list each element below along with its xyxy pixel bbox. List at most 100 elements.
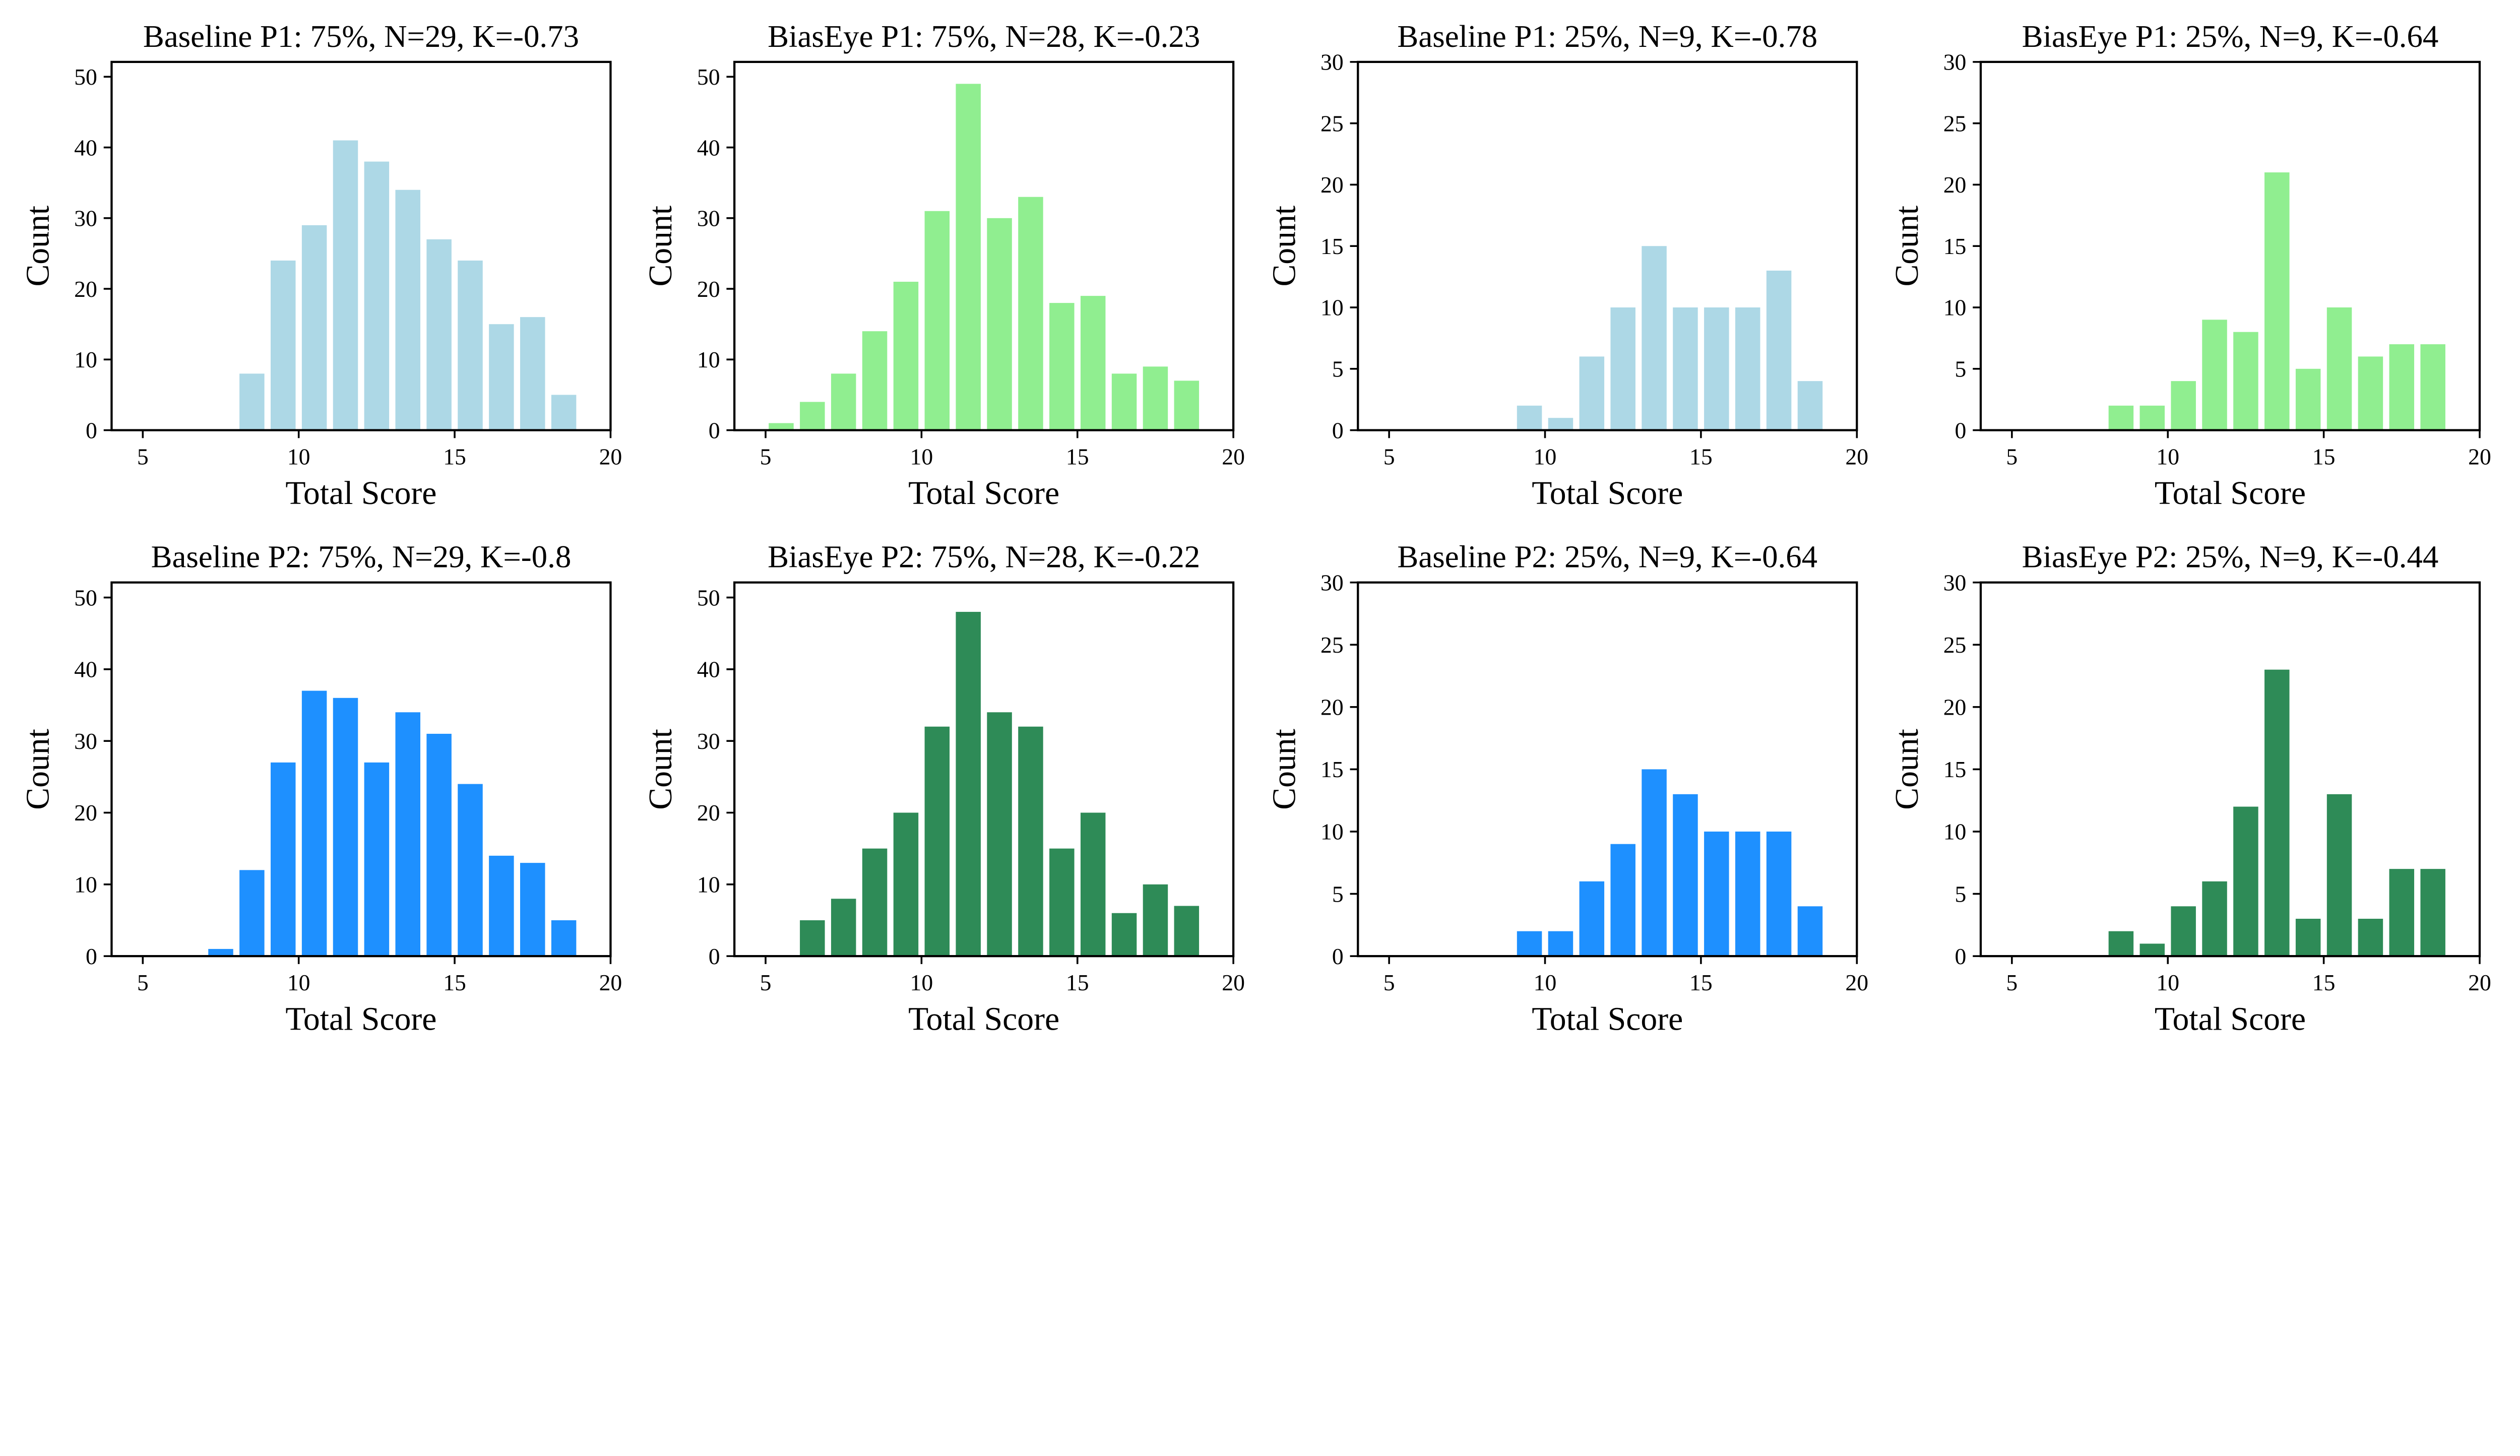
- panel-title: Baseline P2: 75%, N=29, K=-0.8: [151, 539, 572, 575]
- x-tick-label: 5: [760, 444, 772, 469]
- histogram-bar: [862, 331, 888, 430]
- histogram-bar: [1766, 270, 1792, 430]
- y-tick-label: 50: [697, 585, 720, 610]
- axes-frame: [1357, 581, 1858, 958]
- y-tick-label: 40: [697, 135, 720, 160]
- y-axis-label: Count: [19, 206, 56, 287]
- x-tick-label: 5: [760, 970, 772, 995]
- histogram-bar: [2139, 943, 2165, 957]
- histogram-bar: [1797, 381, 1823, 430]
- histogram-bar: [1174, 906, 1200, 957]
- histogram-bar: [2326, 307, 2352, 430]
- y-tick-label: 25: [1320, 632, 1344, 658]
- x-tick-label: 20: [2468, 970, 2491, 995]
- y-tick-label: 25: [1943, 632, 1967, 658]
- x-tick-label: 15: [443, 444, 466, 469]
- y-tick-label: 15: [1943, 756, 1967, 782]
- x-tick-label: 10: [287, 970, 310, 995]
- histogram-bar: [769, 423, 794, 430]
- histogram-bar: [1143, 366, 1168, 430]
- y-axis-label: Count: [19, 729, 56, 810]
- y-tick-label: 0: [1332, 417, 1344, 443]
- y-tick-label: 15: [1943, 233, 1967, 259]
- histogram-bar: [924, 726, 950, 957]
- x-tick-label: 5: [2006, 970, 2018, 995]
- histogram-bar: [2202, 320, 2227, 430]
- y-tick-label: 30: [1320, 49, 1344, 75]
- histogram-bar: [2139, 405, 2165, 430]
- y-tick-label: 20: [1320, 694, 1344, 720]
- histogram-bar: [1766, 831, 1792, 957]
- histogram-bar: [831, 373, 856, 430]
- y-tick-label: 25: [1943, 110, 1967, 136]
- histogram-panel: 5 10 15 20 0 5 10 15 20 25 30 BiasEye P2: 25%, N=9,…: [1888, 539, 2491, 1038]
- panel-title: BiasEye P1: 25%, N=9, K=-0.64: [2022, 19, 2439, 54]
- y-axis-label: Count: [642, 729, 679, 810]
- histogram-bar: [1704, 831, 1729, 957]
- panel-title: BiasEye P2: 75%, N=28, K=-0.22: [768, 539, 1200, 575]
- histogram-bar: [1610, 844, 1635, 957]
- histogram-panel: 5 10 15 20 0 10 20 30 40 50 Baseline P2: 75%, N=29…: [19, 539, 622, 1038]
- x-tick-label: 10: [1534, 970, 1557, 995]
- y-tick-label: 0: [1955, 417, 1967, 443]
- histogram-bar: [1673, 794, 1698, 957]
- histogram-bar: [2202, 881, 2227, 957]
- histogram-bar: [1704, 307, 1729, 430]
- histogram-bar: [1111, 913, 1137, 957]
- y-tick-label: 5: [1332, 356, 1344, 382]
- y-tick-label: 50: [74, 585, 97, 610]
- y-tick-label: 10: [74, 872, 97, 898]
- histogram-bar: [956, 84, 981, 430]
- histogram-panel: 5 10 15 20 0 10 20 30 40 50 Baseline P1: 75%, N=29…: [19, 19, 622, 512]
- histogram-bar: [2108, 405, 2134, 430]
- histogram-bar: [489, 324, 514, 430]
- histogram-bar: [270, 762, 296, 957]
- y-tick-label: 30: [1943, 49, 1967, 75]
- histogram-bar: [1018, 197, 1043, 430]
- x-tick-label: 10: [2156, 444, 2179, 469]
- histogram-bar: [426, 733, 452, 957]
- histogram-bar: [831, 899, 856, 957]
- x-axis-label: Total Score: [285, 1001, 436, 1038]
- y-axis-label: Count: [1888, 729, 1925, 810]
- y-tick-label: 10: [1943, 295, 1967, 321]
- y-tick-label: 10: [697, 872, 720, 898]
- y-tick-label: 30: [1943, 569, 1967, 595]
- histogram-bar: [1548, 418, 1573, 430]
- histogram-panel: 5 10 15 20 0 5 10 15 20 25 30 Baseline P2: 25%, N=9…: [1266, 539, 1868, 1038]
- histogram-bar: [987, 218, 1012, 430]
- y-tick-label: 30: [74, 206, 97, 231]
- x-tick-label: 5: [1383, 970, 1395, 995]
- histogram-bar: [301, 690, 327, 957]
- histogram-bar: [2264, 669, 2290, 957]
- y-tick-label: 0: [86, 943, 97, 969]
- x-tick-label: 10: [910, 444, 933, 469]
- x-tick-label: 20: [599, 444, 622, 469]
- axes-frame: [1357, 60, 1858, 431]
- x-tick-label: 20: [1222, 444, 1245, 469]
- y-tick-label: 5: [1332, 881, 1344, 907]
- histogram-bar: [2108, 931, 2134, 957]
- histogram-bar: [2295, 368, 2321, 430]
- histogram-bar: [1735, 307, 1760, 430]
- y-tick-label: 20: [697, 800, 720, 826]
- histogram-bar: [2171, 906, 2196, 957]
- x-axis-label: Total Score: [1532, 1001, 1683, 1038]
- histogram-bar: [1517, 931, 1542, 957]
- y-tick-label: 30: [1320, 569, 1344, 595]
- y-tick-label: 20: [74, 800, 97, 826]
- y-tick-label: 5: [1955, 356, 1967, 382]
- y-tick-label: 20: [74, 276, 97, 302]
- x-tick-label: 5: [137, 444, 149, 469]
- y-tick-label: 0: [1955, 943, 1967, 969]
- histogram-bar: [333, 698, 358, 957]
- histogram-panel: 5 10 15 20 0 5 10 15 20 25 30 Baseline P1: 25%, N=9…: [1266, 19, 1868, 512]
- histogram-bar: [1642, 246, 1667, 430]
- histogram-bar: [1080, 296, 1106, 430]
- x-tick-label: 15: [2312, 444, 2336, 469]
- histogram-bar: [1174, 381, 1200, 430]
- y-tick-label: 20: [1943, 694, 1967, 720]
- histogram-bar: [956, 612, 981, 957]
- x-tick-label: 10: [287, 444, 310, 469]
